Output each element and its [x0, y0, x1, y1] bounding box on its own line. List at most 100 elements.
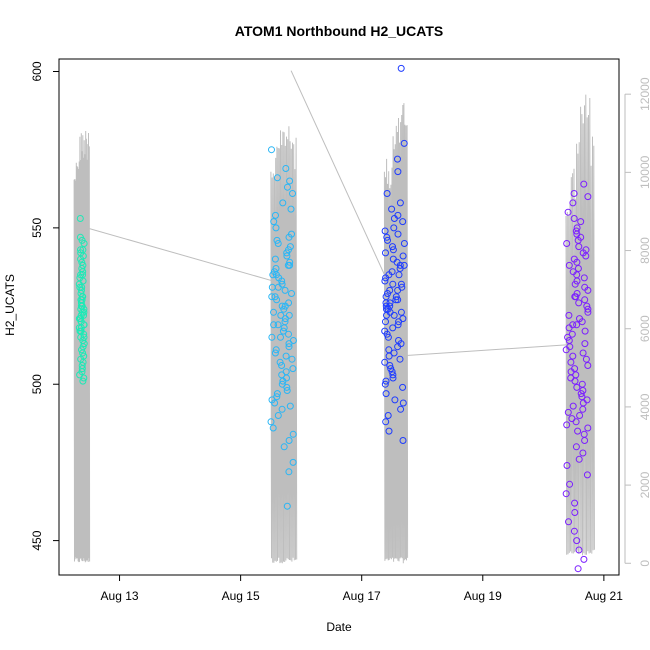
data-point	[285, 343, 293, 351]
x-tick-label: Aug 21	[585, 589, 623, 603]
data-point	[400, 240, 408, 247]
data-point	[581, 327, 589, 335]
data-point	[584, 193, 592, 201]
data-point	[282, 352, 290, 360]
data-point	[267, 418, 275, 426]
data-point	[579, 405, 587, 413]
data-point	[580, 555, 588, 563]
data-point	[288, 290, 295, 297]
data-point	[382, 249, 389, 257]
data-point	[268, 333, 276, 341]
data-point	[281, 315, 289, 323]
data-point	[584, 305, 592, 313]
data-point	[566, 480, 574, 488]
data-point	[584, 308, 592, 316]
data-point	[562, 490, 570, 498]
data-point	[571, 509, 579, 516]
secondary-burst-line	[565, 94, 595, 556]
data-point	[384, 412, 392, 419]
data-point	[383, 233, 391, 241]
data-point	[273, 296, 281, 304]
data-point	[396, 261, 404, 269]
data-point	[384, 236, 391, 244]
data-point	[397, 64, 405, 72]
data-point	[79, 377, 87, 385]
data-point	[572, 418, 580, 426]
data-point	[383, 190, 391, 197]
data-point	[562, 346, 570, 354]
data-point	[77, 246, 84, 254]
data-point	[269, 424, 277, 432]
y-tick-label: 500	[30, 374, 44, 394]
data-point	[279, 199, 287, 207]
data-point	[573, 537, 581, 545]
data-point	[390, 311, 398, 319]
data-point	[381, 277, 389, 285]
data-point	[79, 349, 87, 357]
data-point	[278, 277, 286, 285]
data-point	[268, 146, 275, 154]
data-point	[388, 205, 396, 213]
data-point	[579, 349, 587, 357]
data-point	[396, 355, 404, 363]
secondary-burst-line	[270, 126, 298, 564]
data-point	[278, 362, 286, 369]
data-point	[270, 321, 278, 329]
data-point	[384, 333, 392, 341]
data-point	[583, 471, 591, 479]
data-point	[277, 311, 285, 319]
data-point	[569, 199, 577, 207]
data-point	[389, 243, 396, 251]
data-point	[572, 293, 580, 301]
data-point	[382, 274, 390, 282]
data-point	[284, 261, 292, 269]
secondary-connector-line	[290, 70, 390, 286]
x-tick-label: Aug 13	[101, 589, 139, 603]
data-point	[285, 340, 293, 348]
data-point	[563, 462, 571, 469]
x-tick-label: Aug 19	[464, 589, 502, 603]
y-axis-left: 450 500 550 600	[30, 61, 59, 551]
data-point	[285, 437, 293, 444]
data-point	[564, 408, 572, 416]
data-point	[272, 346, 280, 354]
data-point	[286, 402, 294, 410]
data-point	[77, 271, 85, 279]
data-point	[381, 227, 389, 235]
data-point	[399, 399, 407, 407]
data-point	[567, 358, 575, 366]
data-point	[269, 271, 277, 279]
y-axis-right: 0 2000 4000 6000 8000 10000 12000	[624, 77, 650, 567]
data-point	[286, 177, 294, 185]
data-point	[578, 393, 586, 401]
data-point	[273, 174, 281, 182]
data-point	[574, 427, 582, 435]
data-point	[573, 258, 581, 266]
x-axis-label: Date	[326, 620, 352, 634]
data-point	[582, 252, 590, 260]
data-point	[283, 383, 291, 391]
data-point	[276, 358, 284, 366]
data-point	[287, 205, 295, 213]
data-point	[390, 215, 398, 222]
data-point	[399, 252, 407, 260]
data-point	[581, 437, 589, 444]
data-point	[582, 355, 590, 363]
data-point	[572, 227, 580, 235]
data-point	[382, 390, 390, 398]
data-point	[381, 380, 389, 388]
y-tick-label: 450	[30, 530, 44, 550]
data-point	[382, 377, 390, 385]
data-point	[395, 271, 403, 279]
data-point	[580, 180, 588, 188]
data-point	[382, 418, 390, 426]
data-point	[289, 190, 296, 197]
data-point	[385, 352, 393, 360]
data-point	[273, 236, 281, 244]
data-point	[288, 355, 296, 363]
data-point	[283, 387, 291, 394]
secondary-series-layer	[73, 70, 595, 564]
data-point	[386, 362, 394, 369]
data-point	[399, 437, 407, 444]
